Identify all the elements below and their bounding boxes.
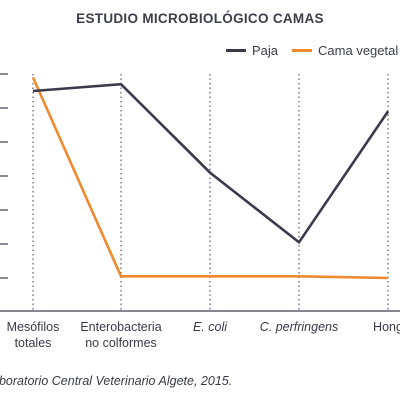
legend-swatch-paja (226, 48, 246, 52)
x-tick-label: C. perfringens (259, 320, 339, 334)
x-tick-label: Mesófilos totales (6, 320, 60, 350)
x-tick-label: Hong (373, 320, 400, 334)
legend-label-cama-vegetal: Cama vegetal (318, 42, 399, 58)
legend-item-paja: Paja (226, 43, 278, 58)
series-line-cama-vegetal (31, 76, 389, 280)
legend-swatch-cama-vegetal (292, 48, 313, 52)
legend-label-paja: Paja (252, 42, 279, 58)
legend-item-cama-vegetal: Cama vegetal (292, 43, 398, 58)
source-note: aboratorio Central Veterinario Algete, 2… (0, 374, 233, 388)
x-tick-label: Enterobacteria no colformes (80, 320, 162, 350)
gridlines (32, 74, 389, 311)
chart-title: ESTUDIO MICROBIOLÓGICO CAMAS (76, 11, 324, 26)
chart-legend: Paja Cama vegetal (226, 41, 400, 59)
x-tick-label: E. coli (192, 320, 228, 334)
series-line-paja (32, 82, 390, 245)
